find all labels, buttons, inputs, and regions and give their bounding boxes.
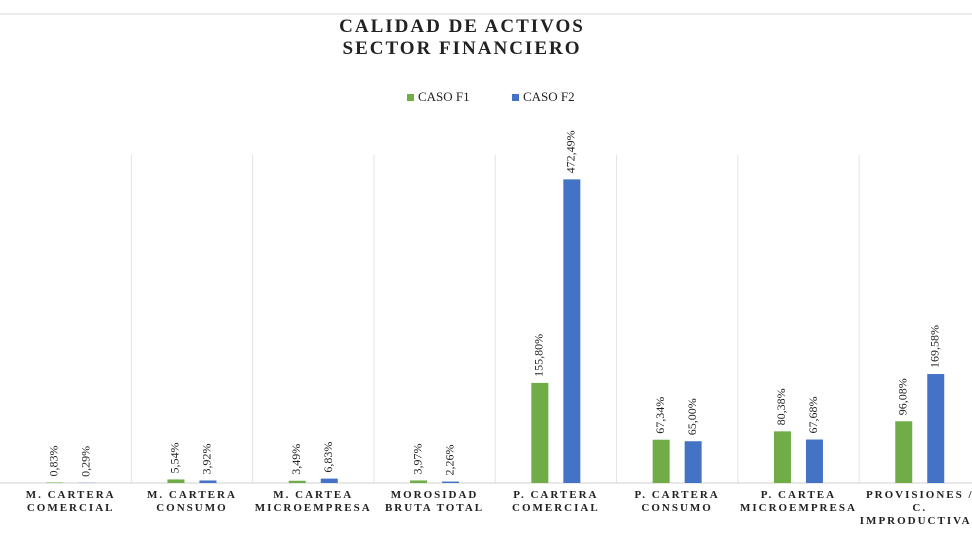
bar <box>531 382 549 483</box>
data-label: 67,68% <box>806 397 820 434</box>
x-tick-label: M. CARTEA MICROEMPRESA <box>255 489 372 514</box>
bar <box>46 482 64 483</box>
bar <box>773 431 791 483</box>
data-label: 155,80% <box>532 334 546 377</box>
data-label: 2,26% <box>442 445 456 476</box>
data-label: 96,08% <box>896 378 910 415</box>
data-label: 0,29% <box>78 446 92 477</box>
legend-label: CASO F1 <box>418 89 470 104</box>
data-label: 65,00% <box>685 398 699 435</box>
bar <box>320 478 338 483</box>
data-label: 3,92% <box>200 443 214 474</box>
bar <box>563 179 581 484</box>
bar <box>167 479 185 483</box>
x-tick-label: M. CARTERA COMERCIAL <box>26 489 116 514</box>
data-label: 80,38% <box>774 388 788 425</box>
data-label: 472,49% <box>564 130 578 173</box>
data-label: 3,97% <box>410 443 424 474</box>
bar <box>927 374 945 483</box>
x-tick-label: MOROSIDAD BRUTA TOTAL <box>385 489 484 514</box>
x-tick-label: P. CARTEA MICROEMPRESA <box>740 489 857 514</box>
bar <box>199 480 217 483</box>
bar <box>895 421 913 483</box>
x-tick-label: P. CARTERA COMERCIAL <box>512 489 600 514</box>
legend-swatch <box>407 94 414 101</box>
x-tick-label: M. CARTERA CONSUMO <box>147 489 237 514</box>
x-tick-label: PROVISIONES / C. IMPRODUCTIVAS <box>860 489 972 527</box>
chart-title: CALIDAD DE ACTIVOS SECTOR FINANCIERO <box>339 16 585 59</box>
bar <box>442 481 460 483</box>
data-label: 169,58% <box>928 325 942 368</box>
bar <box>805 439 823 483</box>
bar <box>684 441 702 483</box>
data-label: 67,34% <box>653 397 667 434</box>
data-label: 6,83% <box>321 442 335 473</box>
x-tick-label: P. CARTERA CONSUMO <box>635 489 720 514</box>
bar <box>288 480 306 483</box>
data-label: 0,83% <box>46 445 60 476</box>
legend-swatch <box>512 94 519 101</box>
bar <box>652 439 670 483</box>
bar <box>410 480 428 483</box>
legend-label: CASO F2 <box>523 89 575 104</box>
data-label: 3,49% <box>289 444 303 475</box>
data-label: 5,54% <box>168 442 182 473</box>
